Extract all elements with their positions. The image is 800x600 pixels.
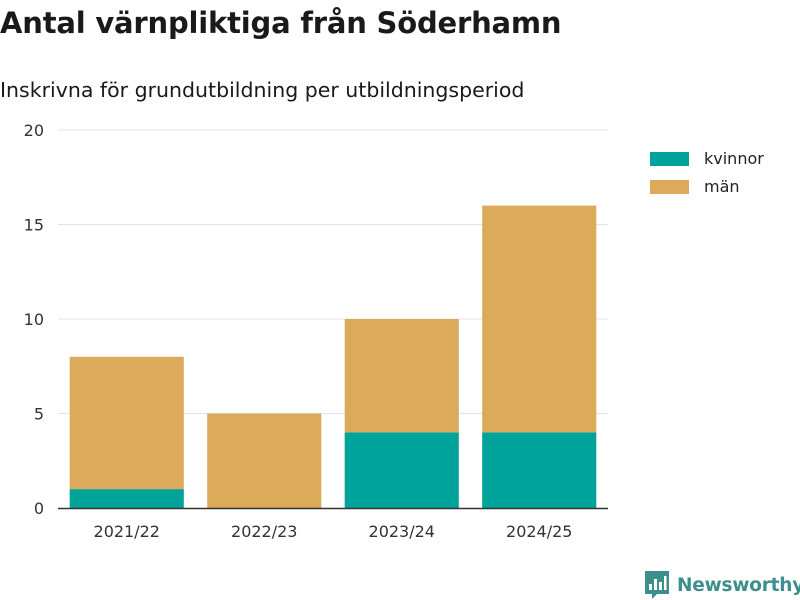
y-tick-label: 0 — [34, 499, 44, 518]
logo-text: Newsworthy — [677, 574, 800, 596]
x-tick-label: 2021/22 — [94, 522, 160, 541]
y-tick-label: 20 — [24, 121, 44, 140]
bar-män-2024/25 — [482, 205, 597, 433]
legend-label-kvinnor: kvinnor — [704, 149, 764, 168]
x-axis: 2021/22 2022/23 2023/24 2024/25 — [58, 507, 608, 541]
bar-män-2022/23 — [207, 413, 322, 508]
bar-kvinnor-2021/22 — [69, 489, 184, 508]
legend-swatch-kvinnor — [650, 152, 689, 166]
bar-kvinnor-2023/24 — [344, 432, 459, 508]
legend-label-män: män — [704, 177, 740, 196]
y-tick-label: 5 — [34, 405, 44, 424]
chart-subtitle: Inskrivna för grundutbildning per utbild… — [0, 78, 525, 102]
bar-män-2021/22 — [69, 356, 184, 490]
y-axis-tick-labels: 0 5 10 15 20 — [24, 121, 44, 518]
chart-title: Antal värnpliktiga från Söderhamn — [0, 6, 562, 40]
y-tick-label: 10 — [24, 310, 44, 329]
newsworthy-logo: Newsworthy — [644, 570, 800, 600]
bar-män-2023/24 — [344, 319, 459, 433]
y-tick-label: 15 — [24, 216, 44, 235]
legend-swatch-män — [650, 180, 689, 194]
x-tick-label: 2024/25 — [506, 522, 572, 541]
legend: kvinnor män — [650, 149, 764, 196]
bars — [69, 205, 597, 508]
x-tick-label: 2022/23 — [231, 522, 297, 541]
bar-kvinnor-2024/25 — [482, 432, 597, 508]
x-tick-label: 2023/24 — [369, 522, 435, 541]
newsworthy-logo-icon — [645, 571, 669, 599]
